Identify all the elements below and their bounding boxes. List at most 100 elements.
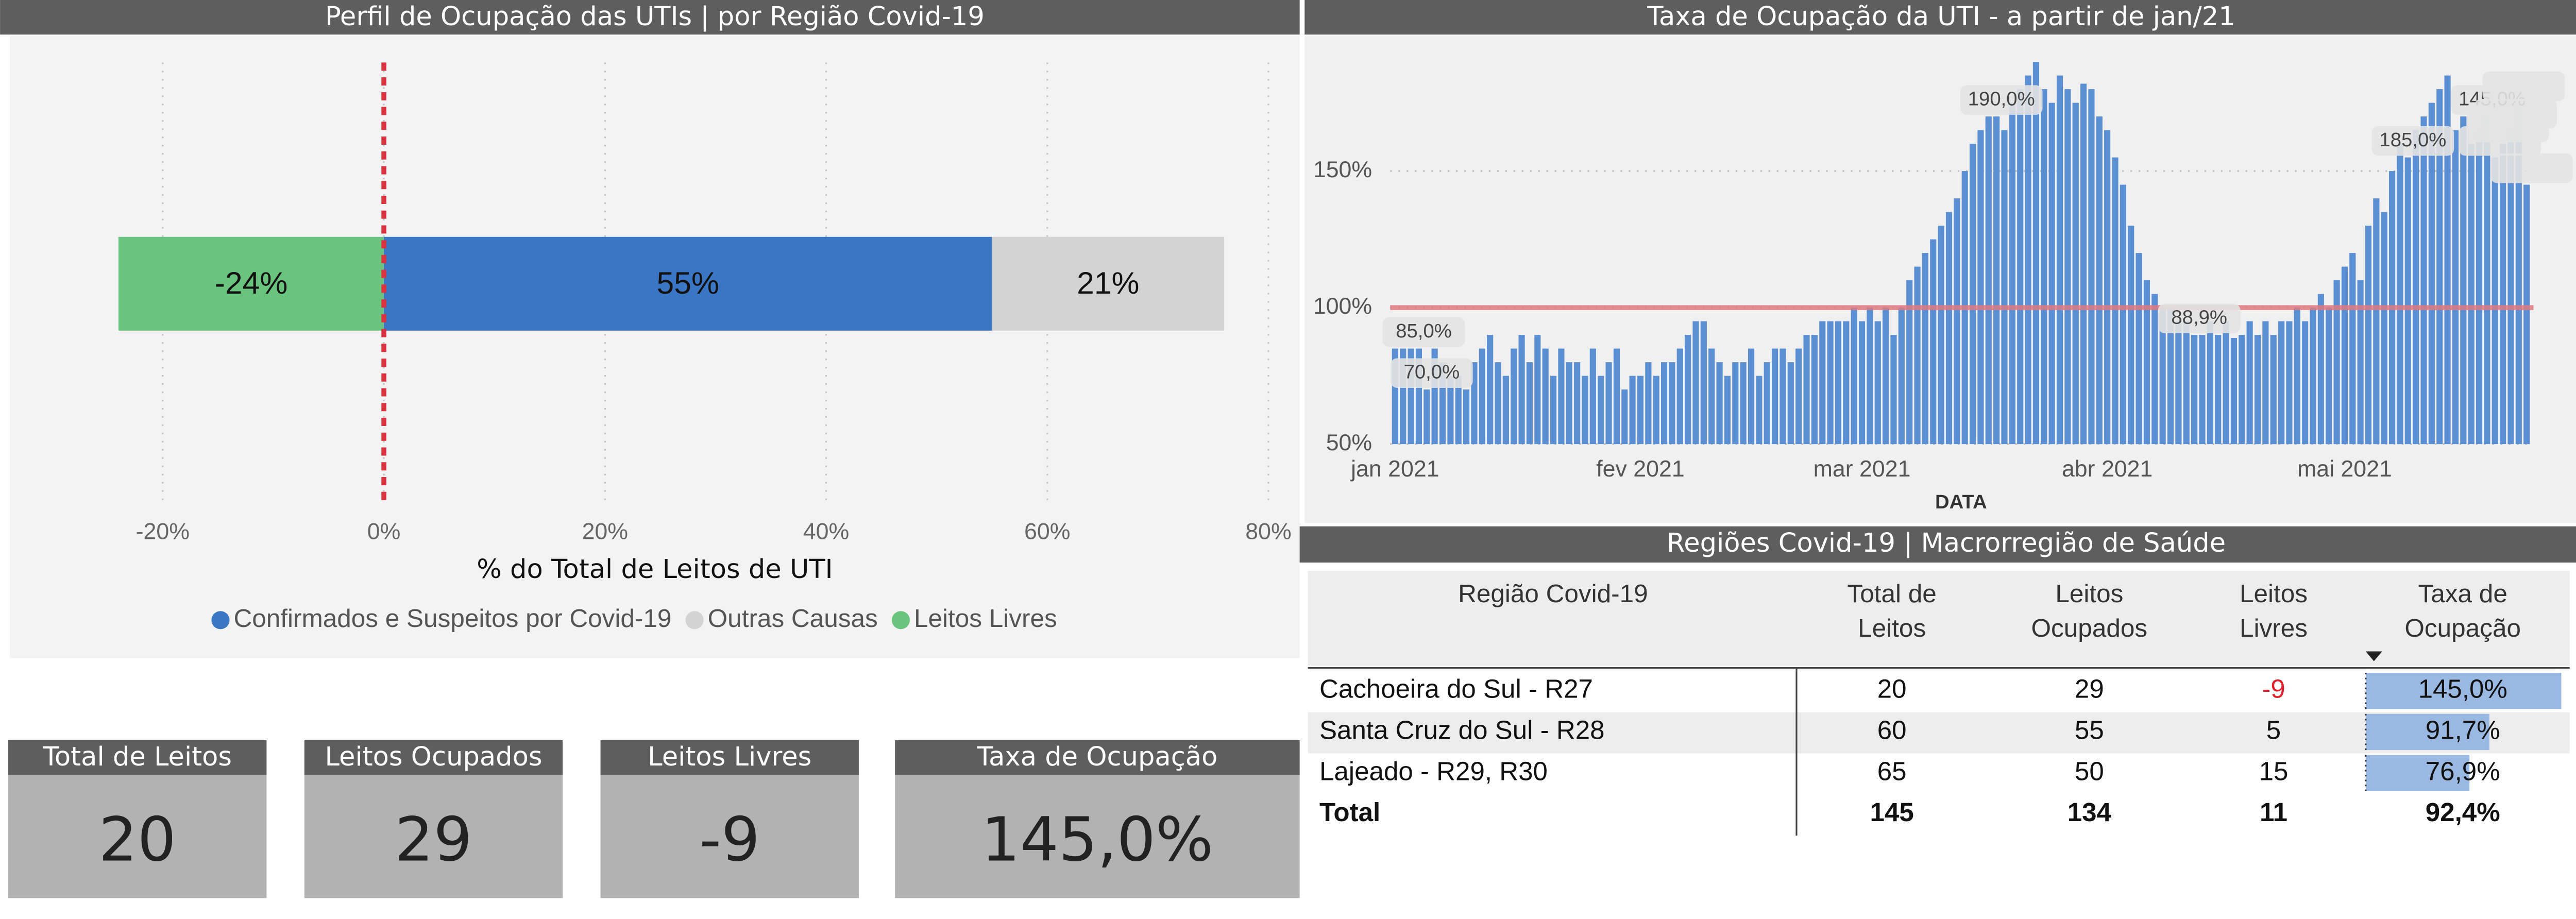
bar <box>1582 376 1588 445</box>
bar <box>2025 75 2031 445</box>
cell: 65 <box>1877 756 1907 786</box>
bar <box>2175 321 2182 445</box>
bar <box>2199 335 2206 445</box>
x-tick-label: 0% <box>367 519 401 544</box>
bar <box>1732 362 1739 445</box>
data-label-bg <box>2371 126 2454 156</box>
kpi-value: -9 <box>699 804 760 875</box>
bar <box>1660 362 1668 445</box>
bar <box>2056 75 2063 445</box>
sort-indicator <box>2365 651 2382 661</box>
bar <box>1740 362 1747 445</box>
kpi-label: Leitos Livres <box>648 742 811 772</box>
bar <box>2310 308 2316 445</box>
kpi-label: Taxa de Ocupação <box>976 742 1217 772</box>
bar <box>1851 308 1857 445</box>
bar <box>2183 321 2190 445</box>
bar <box>1566 362 1572 445</box>
total-cell: 92,4% <box>2426 797 2500 827</box>
legend-marker <box>891 611 910 629</box>
bar <box>1724 376 1731 445</box>
bar <box>2167 308 2174 445</box>
bar <box>2072 103 2079 445</box>
bar <box>1803 335 1810 445</box>
bar <box>1558 348 1565 445</box>
x-tick-label: mar 2021 <box>1814 456 1911 482</box>
bar <box>1471 362 1478 445</box>
bar <box>2404 157 2411 445</box>
bar <box>1487 335 1494 445</box>
table-title: Regiões Covid-19 | Macrorregião de Saúde <box>1667 528 2226 558</box>
kpi-label: Total de Leitos <box>42 742 232 772</box>
bar <box>2278 321 2285 445</box>
data-bar <box>2365 755 2470 791</box>
bar <box>1645 362 1652 445</box>
bar <box>1883 308 1889 445</box>
bar <box>1574 362 1581 445</box>
bar <box>1700 321 1707 445</box>
bar-segment <box>992 236 1225 331</box>
bar <box>1463 389 1470 445</box>
cell: 145,0% <box>2418 674 2507 704</box>
kpi-header <box>8 740 267 775</box>
bar <box>1930 239 1937 445</box>
bar <box>1906 280 1913 445</box>
x-tick-label: fev 2021 <box>1596 456 1684 482</box>
bar <box>2436 89 2443 445</box>
bar <box>1598 376 1604 445</box>
data-label-bg <box>2475 98 2557 129</box>
kpi-value: 145,0% <box>981 804 1213 875</box>
column-header: Leitos <box>2240 580 2308 608</box>
total-cell: 11 <box>2260 797 2287 827</box>
bar <box>2120 184 2126 445</box>
bar <box>1455 376 1462 445</box>
legend-marker <box>685 611 704 629</box>
x-axis-title: DATA <box>1935 491 1987 513</box>
bar <box>1692 321 1699 445</box>
bar <box>2191 335 2198 445</box>
bar-segment <box>384 236 992 331</box>
bar <box>1985 116 1992 445</box>
bar <box>2151 294 2158 445</box>
data-label: 85,0% <box>1396 320 1452 342</box>
data-label: 190,0% <box>1968 88 2035 110</box>
bar <box>2333 280 2340 445</box>
total-cell: 145 <box>1870 797 1914 827</box>
bar <box>2381 212 2387 445</box>
bar <box>2048 103 2055 445</box>
data-label: -24% <box>215 265 288 300</box>
bar <box>1708 348 1715 445</box>
legend-marker <box>211 611 230 629</box>
column-header: Leitos <box>2055 580 2123 608</box>
cell: Santa Cruz do Sul - R28 <box>1319 715 1605 744</box>
y-tick-label: 100% <box>1313 294 1372 319</box>
bar <box>2468 144 2475 445</box>
bar <box>2365 226 2372 445</box>
bar <box>2294 308 2300 445</box>
data-label-bg <box>1391 358 1473 388</box>
bar <box>2001 130 2008 445</box>
bar <box>2302 321 2309 445</box>
bar <box>1898 308 1905 445</box>
bar <box>1819 321 1826 445</box>
bar <box>2143 280 2150 445</box>
total-cell: 134 <box>2067 797 2112 827</box>
bar <box>1827 321 1834 445</box>
column-header: Região Covid-19 <box>1458 580 1648 608</box>
bar <box>2444 75 2451 445</box>
bar <box>2492 157 2498 445</box>
cell: 55 <box>2075 715 2104 744</box>
total-cell: Total <box>1319 797 1380 827</box>
table-header-bg <box>1308 571 2570 667</box>
bar <box>2507 130 2514 445</box>
bar <box>1938 226 1944 445</box>
y-tick-label: 150% <box>1313 157 1372 182</box>
bar <box>1447 376 1454 445</box>
kpi-header <box>304 740 563 775</box>
bar <box>1605 362 1612 445</box>
bar <box>1748 348 1755 445</box>
bar <box>2215 335 2222 445</box>
bar <box>2064 89 2071 445</box>
x-tick-label: 20% <box>582 519 628 544</box>
